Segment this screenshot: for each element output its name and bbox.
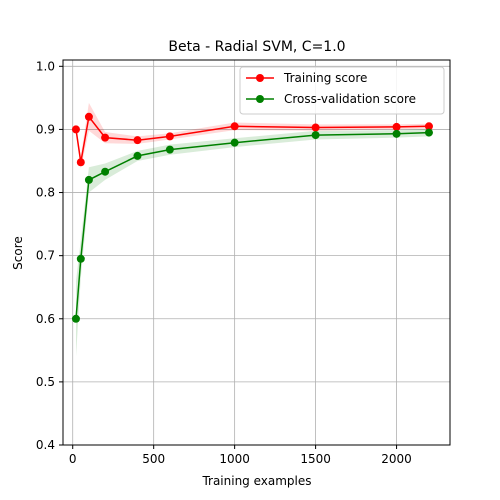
- confidence-bands: [76, 102, 429, 357]
- point-cv: [392, 129, 401, 138]
- legend-label-cv: Cross-validation score: [284, 92, 416, 106]
- x-tick-label: 0: [69, 452, 77, 466]
- plot-frame: [62, 59, 451, 446]
- point-training: [76, 158, 85, 167]
- x-tick-label: 1000: [219, 452, 250, 466]
- legend-marker-cv: [256, 95, 264, 103]
- legend-label-training: Training score: [283, 71, 367, 85]
- y-tick-label: 1.0: [36, 59, 55, 73]
- point-cv: [230, 138, 239, 147]
- point-training: [71, 125, 80, 134]
- line-training: [75, 115, 429, 163]
- y-tick-label: 0.5: [36, 375, 55, 389]
- point-cv: [84, 175, 93, 184]
- point-training: [84, 112, 93, 121]
- point-cv: [101, 167, 110, 176]
- point-training: [101, 133, 110, 142]
- x-tick-label: 1500: [300, 452, 331, 466]
- y-tick-label: 0.8: [36, 186, 55, 200]
- point-cv: [165, 145, 174, 154]
- legend-box: [239, 66, 445, 115]
- x-axis-label: Training examples: [201, 474, 311, 488]
- line-cv: [75, 131, 429, 319]
- chart-title: Beta - Radial SVM, C=1.0: [168, 39, 345, 55]
- y-tick-label: 0.4: [36, 438, 55, 452]
- series-markers: [71, 112, 433, 323]
- point-training: [133, 136, 142, 145]
- point-training: [424, 122, 433, 131]
- point-cv: [133, 151, 142, 160]
- x-tick-label: 500: [142, 452, 165, 466]
- point-training: [230, 122, 239, 131]
- point-cv: [76, 254, 85, 263]
- point-cv: [311, 131, 320, 140]
- legend-marker-training: [256, 74, 264, 82]
- point-cv: [424, 128, 433, 137]
- legend: Training score Cross-validation score: [239, 66, 445, 115]
- y-tick-label: 0.7: [36, 249, 55, 263]
- y-tick-label: 0.9: [36, 122, 55, 136]
- point-training: [165, 132, 174, 141]
- point-training: [311, 123, 320, 132]
- y-axis-label: Score: [11, 236, 25, 270]
- y-tick-label: 0.6: [36, 312, 55, 326]
- series-lines: [75, 115, 429, 319]
- x-tick-label: 2000: [381, 452, 412, 466]
- point-cv: [71, 314, 80, 323]
- point-training: [392, 122, 401, 131]
- x-axis-ticks: 0 500 1000 1500 2000: [69, 445, 412, 466]
- y-axis-ticks: 0.4 0.5 0.6 0.7 0.8 0.9 1.0: [36, 59, 63, 452]
- band-training: [76, 102, 429, 169]
